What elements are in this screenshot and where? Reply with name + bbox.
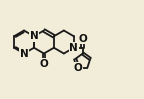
Text: N: N [20, 49, 28, 59]
Text: O: O [78, 34, 87, 44]
Text: N: N [69, 43, 78, 53]
Text: N: N [30, 31, 38, 41]
Text: O: O [74, 63, 83, 73]
Text: O: O [40, 59, 48, 69]
